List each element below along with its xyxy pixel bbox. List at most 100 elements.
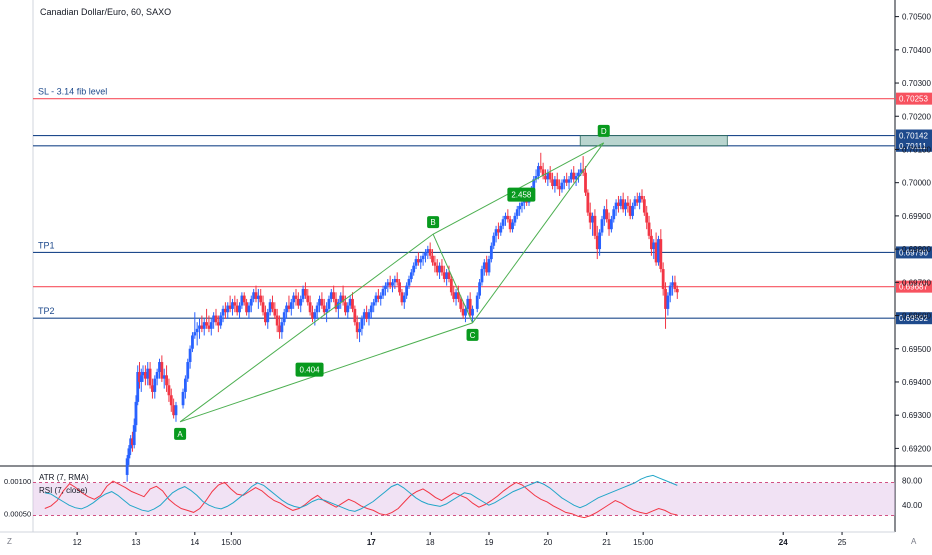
pattern-leg-ab (179, 233, 434, 423)
candle-body (497, 229, 500, 233)
candle-body (426, 249, 430, 253)
candle-body (595, 235, 599, 250)
candle-body (186, 362, 190, 379)
candle-body (482, 262, 486, 270)
candle-body (325, 308, 329, 313)
timezone-z-button[interactable]: Z (7, 537, 12, 546)
candle-body (285, 305, 288, 313)
candle-body (562, 179, 566, 183)
candle-body (273, 308, 277, 316)
candle-body (275, 315, 279, 326)
candle-body (143, 372, 147, 379)
candle-body (233, 302, 237, 306)
candle-body (642, 199, 646, 213)
y-tick-label: 0.70100 (902, 145, 931, 154)
candle-body (499, 225, 503, 233)
candle-body (160, 362, 164, 379)
candle-body (271, 302, 274, 309)
candle-body (518, 205, 522, 210)
candle-body (158, 362, 161, 372)
candle-body (138, 372, 141, 382)
candle-body (153, 378, 157, 392)
pattern-point-label: C (470, 331, 476, 340)
level-price-badge (896, 129, 932, 142)
candle-body (256, 295, 260, 299)
candle-body (675, 288, 679, 293)
x-tick-label: 20 (543, 538, 552, 547)
candle-body (374, 295, 378, 303)
candle-body (621, 199, 625, 210)
candle-body (412, 265, 416, 273)
candle-body (614, 202, 618, 210)
candle-body (414, 259, 418, 266)
level-price-badge (896, 139, 932, 152)
candle-body (172, 405, 176, 416)
candle-body (127, 448, 131, 459)
pattern-point-marker (174, 427, 187, 440)
x-tick-label: 17 (367, 538, 376, 547)
x-tick-label: 14 (190, 538, 199, 547)
candle-body (560, 182, 564, 190)
candle-body (666, 295, 670, 309)
level-price-badge (896, 92, 932, 105)
candle-body (459, 298, 463, 309)
candle-body (146, 368, 150, 379)
candle-body (386, 282, 390, 286)
grid (0, 0, 932, 533)
candle-body (125, 458, 129, 475)
horizontal-levels: 0.70253 SL - 3.14 fib level 0.701420.70111… (33, 87, 932, 325)
candle-body (351, 298, 354, 309)
candle-body (539, 166, 543, 170)
candle-body (339, 295, 343, 303)
level-price-badge-text: 0.69790 (899, 248, 928, 257)
harmonic-pattern: A B C D 0.404 2.458 (174, 124, 610, 440)
candle-body (433, 262, 437, 266)
candle-body (402, 295, 406, 303)
candle-body (379, 295, 383, 299)
candle-body (308, 302, 312, 313)
candle-body (212, 315, 216, 323)
candle-body (598, 232, 602, 250)
candle-body (224, 308, 227, 313)
candle-body (602, 209, 606, 220)
rsi-line (44, 474, 678, 512)
auto-scale-a-button[interactable]: A (911, 537, 917, 546)
x-tick-label: 15:00 (221, 538, 242, 547)
candle-body (191, 335, 194, 349)
candle-body (664, 288, 667, 309)
candle-body (541, 169, 545, 177)
y-tick-label: 0.69800 (902, 245, 931, 254)
candle-body (513, 215, 517, 223)
candle-body (506, 215, 510, 220)
pattern-ratio-box (507, 187, 536, 202)
candle-body (336, 302, 340, 309)
candle-body (555, 179, 559, 186)
level-price-badge-text: 0.70142 (899, 132, 928, 141)
candle-body (640, 195, 644, 200)
x-tick-label: 15:00 (633, 538, 654, 547)
candle-body (638, 195, 642, 203)
candle-body (449, 279, 453, 293)
y-tick-label: 0.70400 (902, 46, 931, 55)
candle-body (419, 259, 423, 263)
level-label: TP1 (38, 240, 55, 250)
candle-body (360, 318, 364, 329)
atr-legend-label: ATR (7, RMA) (39, 473, 89, 482)
candle-body (165, 375, 168, 386)
candle-body (501, 219, 505, 226)
candle-body (532, 179, 536, 190)
candle-body (494, 229, 498, 236)
candle-body (668, 285, 672, 296)
pattern-point-marker (597, 124, 610, 137)
candle-body (139, 375, 143, 382)
candle-body (221, 308, 225, 316)
y-tick-label: 0.69300 (902, 411, 931, 420)
candle-body (468, 298, 472, 316)
candle-body (558, 186, 562, 190)
candle-body (572, 172, 576, 180)
candle-body (188, 348, 192, 363)
level-price-badge-text: 0.69592 (899, 314, 928, 323)
pattern-ratio-label: 0.404 (300, 366, 321, 375)
candle-body (252, 292, 256, 299)
